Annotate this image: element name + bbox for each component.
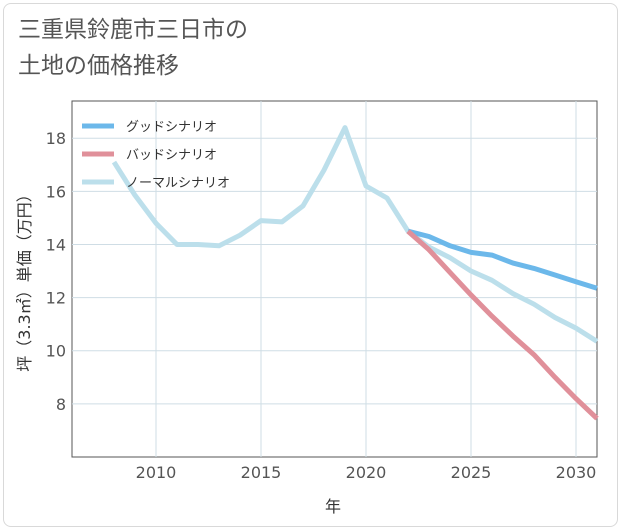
series-lines: [111, 125, 599, 421]
legend-label: ノーマルシナリオ: [126, 176, 230, 191]
y-axis-title: 坪（3.3㎡）単価（万円）: [15, 186, 34, 371]
legend-label: バッドシナリオ: [126, 148, 217, 163]
x-tick-label: 2015: [241, 463, 282, 482]
x-axis-title: 年: [325, 497, 341, 516]
x-tick-label: 2025: [451, 463, 492, 482]
y-tick-label: 10: [46, 342, 66, 361]
title-line-1: 三重県鈴鹿市三日市の: [18, 17, 248, 43]
series-line-1: [406, 229, 599, 421]
x-tick-label: 2020: [346, 463, 387, 482]
chart-title: 三重県鈴鹿市三日市の 土地の価格推移: [18, 12, 248, 84]
tick-labels: 2010 2015 2020 2025 2030 8 10 12 14 16 18: [46, 129, 597, 482]
series-line-2: [111, 125, 599, 344]
y-tick-label: 16: [46, 182, 66, 201]
series-line-0: [407, 228, 598, 291]
title-line-2: 土地の価格推移: [18, 53, 179, 79]
y-tick-label: 14: [46, 235, 66, 254]
grid-lines: [72, 101, 597, 457]
x-tick-label: 2030: [556, 463, 597, 482]
x-tick-label: 2010: [136, 463, 177, 482]
y-tick-label: 12: [46, 289, 66, 308]
legend-label: グッドシナリオ: [126, 120, 217, 135]
y-tick-label: 8: [56, 395, 66, 414]
plot-area: [71, 100, 598, 458]
y-tick-label: 18: [46, 129, 66, 148]
